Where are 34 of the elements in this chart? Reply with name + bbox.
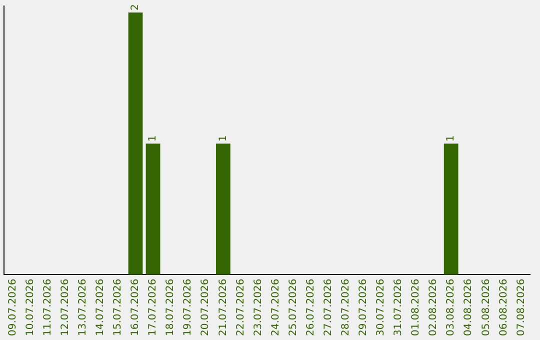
x-tick-label: 13.07.2026 bbox=[77, 278, 88, 336]
x-tick-label: 31.07.2026 bbox=[393, 278, 404, 336]
x-tick-label: 04.08.2026 bbox=[463, 278, 474, 336]
data-label: 2 bbox=[130, 4, 142, 11]
x-tick-label: 02.08.2026 bbox=[428, 278, 440, 336]
x-tick-label: 18.07.2026 bbox=[165, 278, 176, 336]
x-tick-label: 10.07.2026 bbox=[24, 278, 36, 336]
x-tick-label: 29.07.2026 bbox=[358, 278, 370, 336]
x-tick-label: 01.08.2026 bbox=[410, 278, 422, 336]
data-label: 1 bbox=[446, 135, 457, 142]
x-tick-label: 12.07.2026 bbox=[60, 278, 71, 336]
x-tick-label: 30.07.2026 bbox=[376, 278, 387, 336]
x-tick-label: 20.07.2026 bbox=[200, 278, 212, 336]
x-tick-label: 09.07.2026 bbox=[7, 278, 18, 336]
x-tick-label: 27.07.2026 bbox=[322, 278, 334, 336]
x-tick-label: 16.07.2026 bbox=[130, 278, 142, 336]
x-tick-label: 28.07.2026 bbox=[340, 278, 352, 336]
x-tick-label: 14.07.2026 bbox=[95, 278, 106, 336]
x-tick-label: 21.07.2026 bbox=[218, 278, 229, 336]
x-tick-label: 06.08.2026 bbox=[498, 278, 510, 336]
x-tick-label: 17.07.2026 bbox=[148, 278, 159, 336]
x-tick-label: 15.07.2026 bbox=[112, 278, 124, 336]
x-tick-label: 26.07.2026 bbox=[305, 278, 316, 336]
x-tick-label: 03.08.2026 bbox=[446, 278, 457, 336]
x-tick-label: 11.07.2026 bbox=[42, 278, 54, 336]
x-tick-label: 05.08.2026 bbox=[480, 278, 492, 336]
x-tick-label: 25.07.2026 bbox=[288, 278, 299, 336]
x-tick-label: 07.08.2026 bbox=[516, 278, 527, 336]
x-tick-label: 24.07.2026 bbox=[270, 278, 282, 336]
x-tick-label: 22.07.2026 bbox=[235, 278, 246, 336]
x-tick-label: 19.07.2026 bbox=[182, 278, 194, 336]
data-label: 1 bbox=[218, 135, 229, 142]
data-label: 1 bbox=[148, 135, 159, 142]
x-tick-label: 23.07.2026 bbox=[252, 278, 264, 336]
